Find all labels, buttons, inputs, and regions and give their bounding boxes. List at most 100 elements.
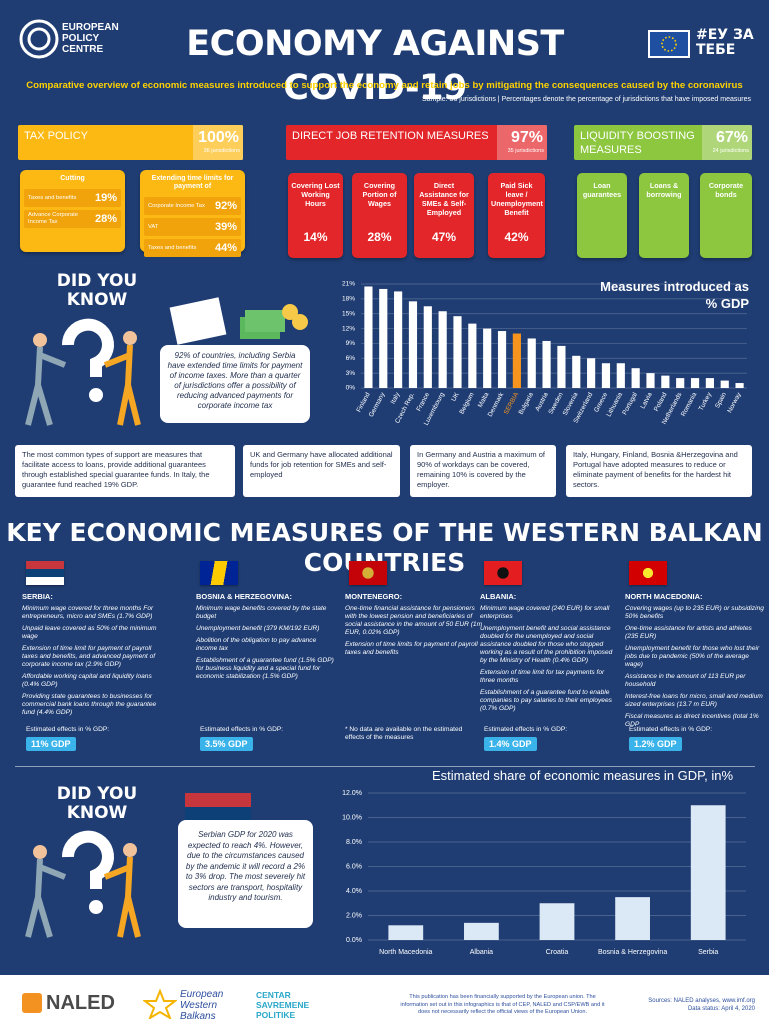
policy-jurisdictions: 24 jurisdictions (712, 148, 749, 154)
bar (601, 363, 611, 388)
eu-flag (648, 30, 690, 58)
x-tick-label: Norway (726, 391, 743, 414)
bar (661, 375, 670, 388)
dyk-title: DID YOU KNOW (56, 271, 138, 310)
country-name: MONTENEGRO: (345, 592, 403, 601)
bar (379, 288, 388, 388)
bar (483, 328, 492, 388)
dyk-illustration (25, 318, 141, 426)
item-share: 28% (94, 213, 117, 225)
measure-share: 42% (504, 230, 529, 244)
country-measure: Establishment of a guarantee fund (1.5% … (196, 657, 334, 680)
measure-share: 14% (303, 230, 328, 244)
fact-box: The most common types of support are mea… (15, 445, 235, 497)
bar (631, 368, 640, 388)
policy-share: 100% (198, 129, 239, 146)
measure-box: Paid Sick leave / Unemployment Benefit 42… (488, 173, 545, 258)
bar (468, 323, 477, 388)
bar (497, 331, 507, 388)
logo-mark (19, 19, 59, 59)
measure-box: Loan guarantees (577, 173, 627, 258)
measure-label: Direct Assistance for SMEs & Self-Employ… (419, 181, 469, 217)
country-measure: One-time financial assistance for pensio… (345, 605, 483, 636)
country-measure: Minimum wage covered for three months Fo… (22, 605, 154, 620)
effects-value: 1.2% GDP (629, 737, 682, 751)
chart-title: Estimated share of economic measures in … (432, 768, 734, 783)
x-tick-label: Latvia (639, 391, 654, 410)
x-tick-label: Croatia (546, 949, 569, 956)
bar (453, 316, 462, 388)
x-tick-label: Albania (470, 949, 493, 956)
y-tick-label: 21% (342, 281, 355, 288)
y-tick-label: 6.0% (346, 863, 362, 870)
policy-title: TAX POLICY (24, 130, 88, 142)
country-measure: Minimum wage covered (240 EUR) for small… (480, 605, 610, 620)
country-name: ALBANIA: (480, 592, 517, 601)
bar (587, 358, 596, 388)
country-measures: Minimum wage covered for three months Fo… (22, 605, 162, 721)
x-tick-label: Poland (653, 391, 669, 412)
policy-header: DIRECT JOB RETENTION MEASURES 97% 35 juris… (286, 125, 547, 160)
policy-group: Extending time limits for payment of Corp… (140, 170, 245, 257)
item-share: 19% (94, 192, 117, 204)
bar (705, 378, 714, 388)
dyk-title: DID YOU KNOW (56, 784, 138, 823)
y-tick-label: 0% (346, 385, 356, 392)
x-tick-label: Turkey (698, 391, 714, 412)
y-tick-label: 15% (342, 310, 355, 317)
policy-share: 97% (510, 129, 543, 146)
country-measure: Abolition of the obligation to pay advan… (196, 637, 317, 652)
measure-box: Loans & borrowing (639, 173, 689, 258)
country-measure: Interest-free loans for micro, small and… (625, 693, 763, 708)
fact-box: Italy, Hungary, Finland, Bosnia &Herzego… (566, 445, 752, 497)
country-measure: Extension of time limit for payment of p… (22, 645, 156, 668)
country-measure: Extension of time limits for payment of … (345, 641, 478, 656)
country-measure: Establishment of a guarantee fund to ena… (480, 689, 612, 712)
country-measure: Unemployment benefit for those who lost … (625, 645, 760, 668)
policy-share: 67% (715, 129, 748, 146)
fact-box: UK and Germany have allocated additional… (243, 445, 400, 497)
x-tick-label: France (415, 391, 431, 412)
effects-label: Estimated effects in % GDP: (200, 726, 284, 733)
chart-title: Measures introduced as % GDP (600, 279, 749, 311)
policy-jurisdictions: 36 jurisdictions (203, 148, 240, 154)
y-tick-label: 4.0% (346, 888, 362, 895)
country-measure: Minimum wage benefits covered by the sta… (196, 605, 327, 620)
country-name: NORTH MACEDONIA: (625, 592, 703, 601)
bar (690, 805, 726, 940)
y-tick-label: 3% (346, 370, 356, 377)
bar (646, 373, 655, 388)
bar (572, 355, 581, 388)
country-measures: Minimum wage benefits covered by the sta… (196, 605, 336, 685)
effects-label: Estimated effects in % GDP: (26, 726, 110, 733)
dyk-text: Serbian GDP for 2020 was expected to rea… (178, 820, 313, 928)
policy-jurisdictions: 35 jurisdictions (507, 148, 544, 154)
country-measure: Unemployment benefit (379 KM/192 EUR) (196, 625, 320, 632)
y-tick-label: 8.0% (346, 839, 362, 846)
country-flag (200, 561, 238, 585)
bar (720, 380, 729, 388)
policy-title: LIQUIDITY BOOSTING MEASURES (580, 130, 695, 156)
y-tick-label: 0.0% (346, 937, 362, 944)
country-measures: Minimum wage covered (240 EUR) for small… (480, 605, 620, 717)
y-tick-label: 6% (346, 355, 356, 362)
group-item: Taxes and benefits 44% (144, 239, 241, 257)
naled-logo: NALED (46, 992, 115, 1014)
country-flag (629, 561, 667, 585)
policy-group: Cutting Taxes and benefits 19% Advance Corp… (20, 170, 125, 252)
measure-share: 47% (431, 230, 457, 244)
bar (690, 378, 700, 388)
title: ECONOMY AGAINST COVID-19 (186, 24, 564, 108)
bar (512, 333, 521, 388)
country-name: SERBIA: (22, 592, 53, 601)
bar (616, 363, 625, 388)
y-tick-label: 9% (346, 340, 356, 347)
effects-value: 1.4% GDP (484, 737, 537, 751)
country-measure: One-time assistance for artists and athl… (625, 625, 752, 640)
policy-header: TAX POLICY 100% 36 jurisdictions (18, 125, 243, 160)
measure-box: Corporate bonds (700, 173, 752, 258)
group-item: Advance Corporate Income Tax 28% (24, 210, 121, 228)
measure-label: Paid Sick leave / Unemployment Benefit (491, 181, 543, 217)
